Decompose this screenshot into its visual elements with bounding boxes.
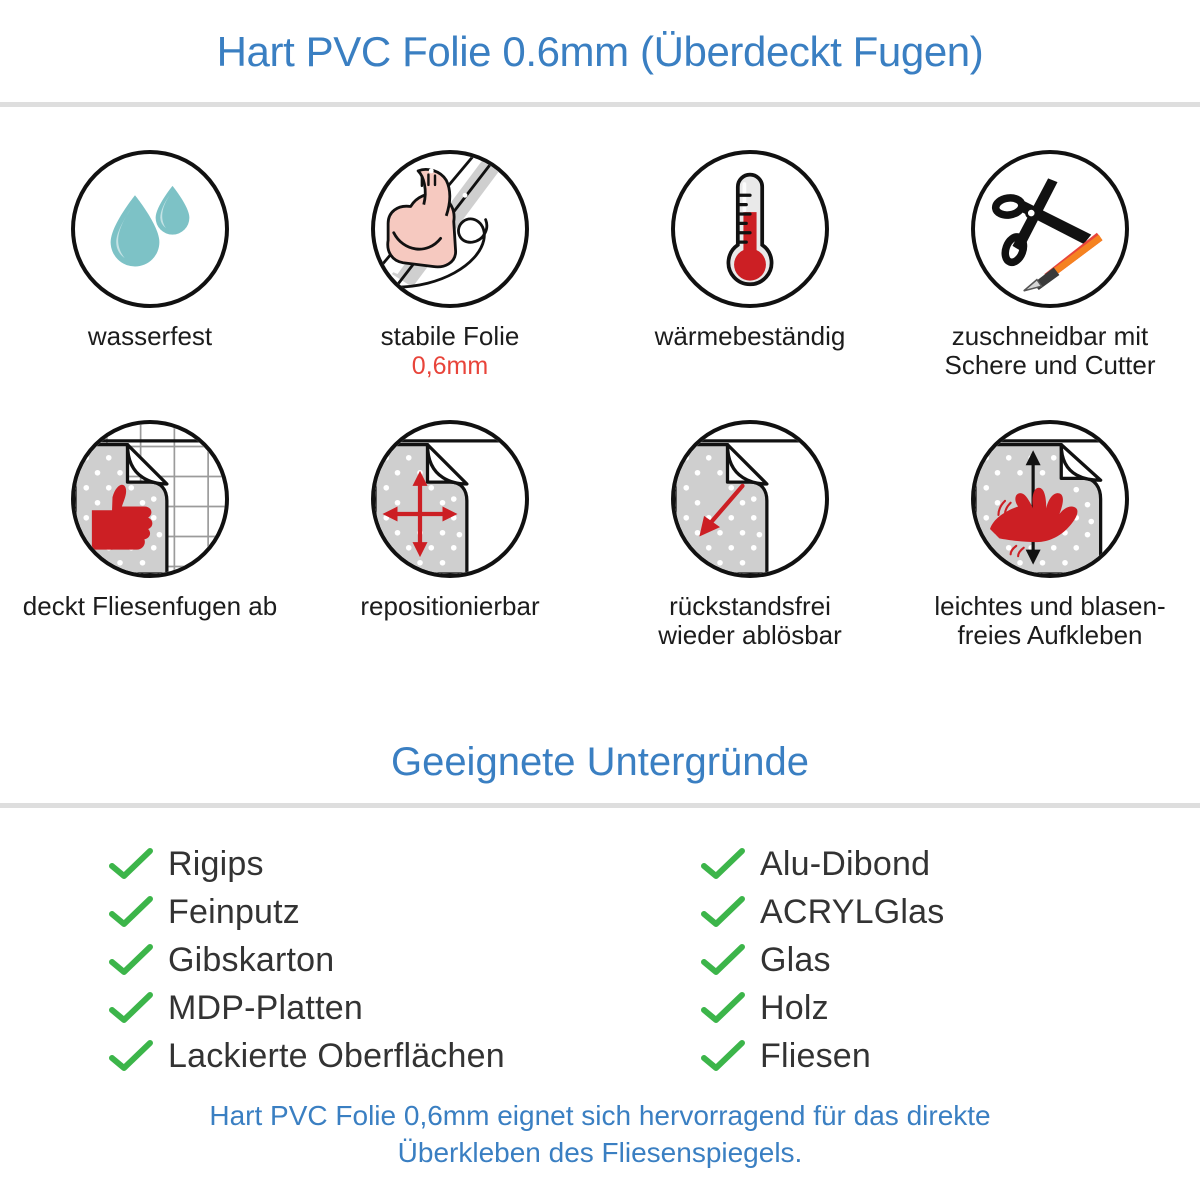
list-item: MDP-Platten [108, 984, 505, 1032]
list-item: Glas [700, 936, 944, 984]
feature-label: wärmebeständig [654, 321, 846, 351]
check-icon [108, 991, 154, 1025]
feature-zuschneidbar: zuschneidbar mit Schere und Cutter [900, 150, 1200, 381]
feature-stabile-folie: stabile Folie 0,6mm [300, 150, 600, 380]
footer-note: Hart PVC Folie 0,6mm eignet sich hervorr… [209, 1100, 991, 1168]
check-icon [108, 847, 154, 881]
feature-label: repositionierbar [360, 591, 540, 621]
substrate-label: Fliesen [760, 1036, 872, 1075]
check-icon [108, 1039, 154, 1073]
check-icon [700, 991, 746, 1025]
section-title-untergruende: Geeignete Untergründe [390, 740, 810, 784]
feature-grid: wasserfest [0, 150, 1200, 690]
substrate-label: MDP-Platten [168, 988, 363, 1027]
feature-deckt-fliesenfugen: deckt Fliesenfugen ab [0, 420, 300, 622]
smoothing-hand-film-icon [971, 420, 1129, 578]
page-title: Hart PVC Folie 0.6mm (Überdeckt Fugen) [216, 28, 984, 75]
feature-label: rückstandsfrei wieder ablösbar [658, 591, 842, 651]
water-drops-icon [71, 150, 229, 308]
divider-top [0, 102, 1200, 107]
feature-label: wasserfest [87, 321, 213, 351]
substrate-label: Gibskarton [168, 940, 335, 979]
feature-label: zuschneidbar mit Schere und Cutter [944, 321, 1156, 381]
substrate-label: Alu-Dibond [760, 844, 931, 883]
list-item: Lackierte Oberflächen [108, 1032, 505, 1080]
check-icon [700, 1039, 746, 1073]
diagonal-arrow-film-icon [671, 420, 829, 578]
substrate-label: ACRYLGlas [760, 892, 945, 931]
feature-label: leichtes und blasen- freies Aufkleben [934, 591, 1166, 651]
substrate-label: Glas [760, 940, 831, 979]
feature-label: deckt Fliesenfugen ab [22, 591, 278, 621]
feature-sublabel: 0,6mm [411, 352, 489, 381]
list-item: Gibskarton [108, 936, 505, 984]
feature-repositionierbar: repositionierbar [300, 420, 600, 622]
check-icon [700, 847, 746, 881]
list-item: Fliesen [700, 1032, 944, 1080]
flexing-arm-film-roll-icon [371, 150, 529, 308]
divider-middle [0, 803, 1200, 808]
list-item: Alu-Dibond [700, 840, 944, 888]
list-item: Feinputz [108, 888, 505, 936]
list-item: Holz [700, 984, 944, 1032]
feature-label: stabile Folie [380, 321, 520, 351]
substrate-label: Feinputz [168, 892, 301, 931]
four-way-arrow-film-icon [371, 420, 529, 578]
substrate-label: Holz [760, 988, 829, 1027]
check-icon [700, 895, 746, 929]
list-item: Rigips [108, 840, 505, 888]
list-item: ACRYLGlas [700, 888, 944, 936]
substrate-lists: Rigips Feinputz Gibskarton MDP-Platten [0, 840, 1200, 1080]
substrate-column-right: Alu-Dibond ACRYLGlas Glas Holz [700, 840, 944, 1080]
thumbs-up-film-tile-icon [71, 420, 229, 578]
check-icon [108, 895, 154, 929]
thermometer-icon [671, 150, 829, 308]
check-icon [700, 943, 746, 977]
check-icon [108, 943, 154, 977]
feature-wasserfest: wasserfest [0, 150, 300, 352]
scissors-cutter-icon [971, 150, 1129, 308]
substrate-column-left: Rigips Feinputz Gibskarton MDP-Platten [108, 840, 505, 1080]
feature-rueckstandsfrei: rückstandsfrei wieder ablösbar [600, 420, 900, 651]
substrate-label: Lackierte Oberflächen [168, 1036, 505, 1075]
feature-waermebestaendig: wärmebeständig [600, 150, 900, 352]
feature-blasenfreies-aufkleben: leichtes und blasen- freies Aufkleben [900, 420, 1200, 651]
substrate-label: Rigips [168, 844, 264, 883]
